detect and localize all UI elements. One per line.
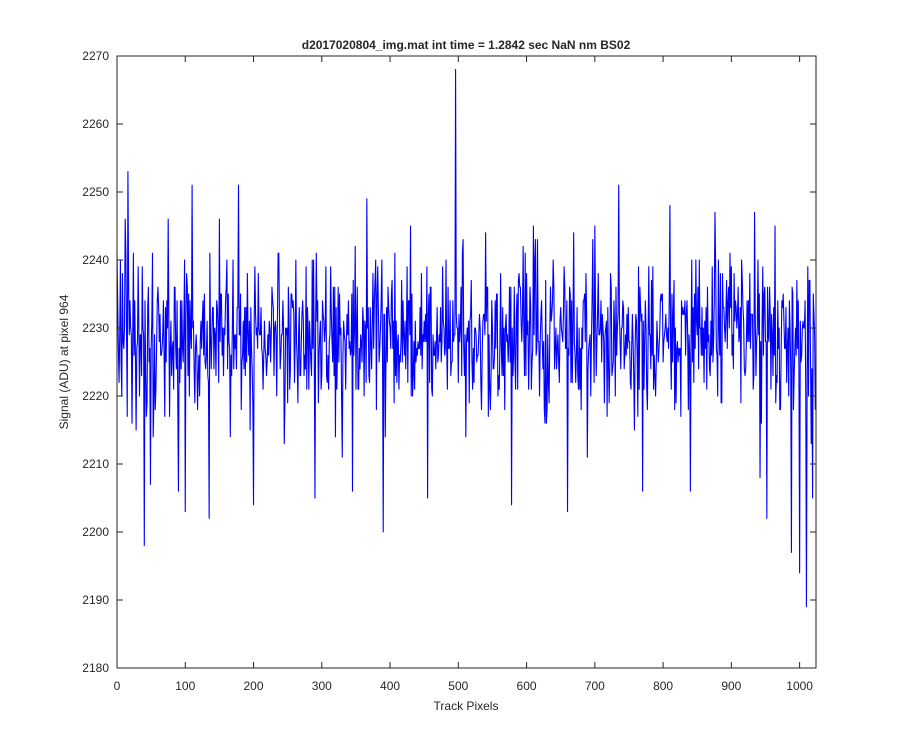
y-axis-label: Signal (ADU) at pixel 964	[57, 294, 71, 429]
x-tick-label: 100	[175, 679, 195, 693]
axes-box	[116, 55, 817, 669]
chart-title: d2017020804_img.mat int time = 1.2842 se…	[302, 38, 631, 52]
x-tick-label: 500	[448, 679, 468, 693]
x-tick-label: 900	[721, 679, 741, 693]
x-tick-label: 0	[114, 679, 121, 693]
y-tick-label: 2270	[82, 49, 109, 63]
x-tick-label: 800	[653, 679, 673, 693]
x-tick-label: 300	[312, 679, 332, 693]
x-tick-label: 1000	[786, 679, 813, 693]
x-tick-label: 700	[585, 679, 605, 693]
y-tick-label: 2230	[82, 321, 109, 335]
y-tick-label: 2250	[82, 185, 109, 199]
y-tick-label: 2210	[82, 457, 109, 471]
y-tick-label: 2220	[82, 389, 109, 403]
y-tick-label: 2200	[82, 525, 109, 539]
x-tick-label: 400	[380, 679, 400, 693]
y-tick-label: 2260	[82, 117, 109, 131]
y-tick-label: 2180	[82, 661, 109, 675]
y-tick-label: 2190	[82, 593, 109, 607]
x-tick-label: 200	[244, 679, 264, 693]
y-tick-label: 2240	[82, 253, 109, 267]
x-axis-label: Track Pixels	[434, 699, 499, 713]
y-axis: 2180 2190 2200 2210 2220 2230 2240 2250 2260 2270	[82, 49, 816, 675]
x-tick-label: 600	[517, 679, 537, 693]
signal-series-line	[116, 69, 816, 608]
x-axis: 0 100 200 300 400 500 600 700 800 900 1000	[114, 56, 813, 693]
series-layer	[116, 69, 816, 608]
